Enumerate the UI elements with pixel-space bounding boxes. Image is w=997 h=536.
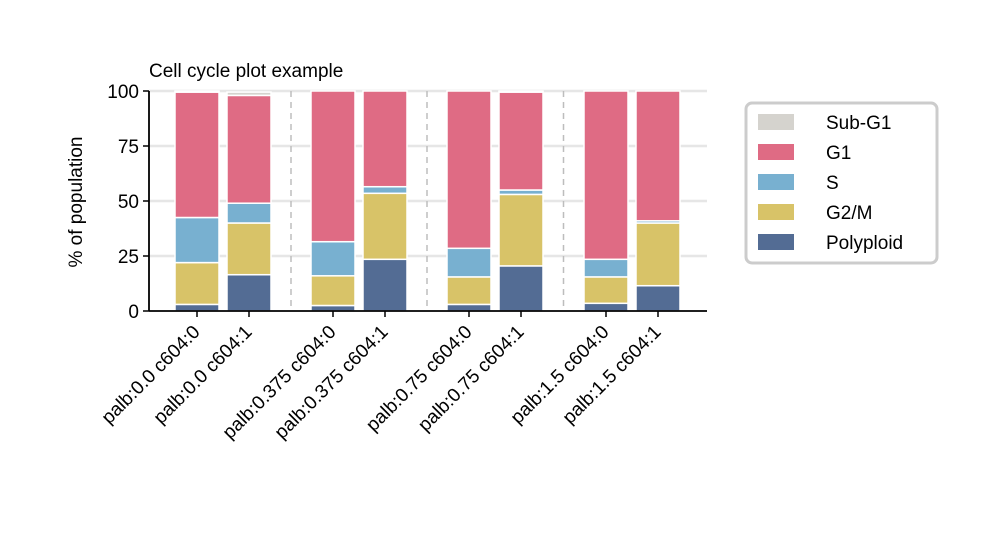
bar-segment [226, 91, 272, 97]
bar-segment [174, 91, 220, 219]
bar-segment [498, 91, 544, 191]
bar-segment [310, 90, 356, 243]
legend-label: Sub-G1 [826, 113, 891, 134]
bar-segment [635, 90, 681, 222]
bar-segment [174, 216, 220, 264]
bar-segment [635, 222, 681, 287]
legend-swatch [758, 174, 794, 190]
legend-swatch [758, 144, 794, 160]
legend-label: G1 [826, 143, 851, 164]
bars [174, 90, 681, 312]
y-tick-label: 100 [107, 82, 139, 103]
bar-segment [174, 90, 220, 93]
bar-segment [362, 90, 408, 188]
legend-label: S [826, 173, 839, 194]
y-tick-label: 75 [118, 137, 139, 158]
bar-segment [174, 261, 220, 306]
y-tick-label: 25 [118, 247, 139, 268]
legend: Sub-G1 G1 S G2/M Polyploid [744, 101, 939, 265]
legend-label: Polyploid [826, 233, 903, 254]
bar-segment [446, 247, 492, 278]
bar-segment [446, 90, 492, 250]
bar-segment [226, 202, 272, 224]
bar-segment [174, 303, 220, 312]
chart-title: Cell cycle plot example [149, 61, 343, 82]
bar-segment [583, 90, 629, 261]
bar-segment [446, 276, 492, 306]
bar-segment [226, 222, 272, 276]
bar-segment [583, 276, 629, 305]
bar-segment [362, 258, 408, 312]
legend-swatch [758, 204, 794, 220]
bar-segment [583, 258, 629, 278]
group-separators [290, 91, 565, 311]
bar-segment [362, 185, 408, 195]
legend-swatch [758, 114, 794, 130]
bar-segment [226, 94, 272, 204]
bar-segment [446, 303, 492, 312]
bar-segment [498, 193, 544, 267]
bar-segment [362, 192, 408, 261]
bar-segment [226, 273, 272, 312]
bar-segment [498, 265, 544, 312]
legend-box [744, 101, 939, 265]
bar-segment [583, 302, 629, 312]
bar-segment [498, 90, 544, 93]
legend-label: G2/M [826, 203, 872, 224]
legend-swatch [758, 234, 794, 250]
bar-segment [310, 240, 356, 277]
bar-segment [310, 275, 356, 307]
y-axis-label: % of population [66, 137, 87, 268]
y-tick-label: 50 [118, 192, 139, 213]
y-tick-label: 0 [128, 302, 139, 323]
bar-segment [635, 284, 681, 312]
